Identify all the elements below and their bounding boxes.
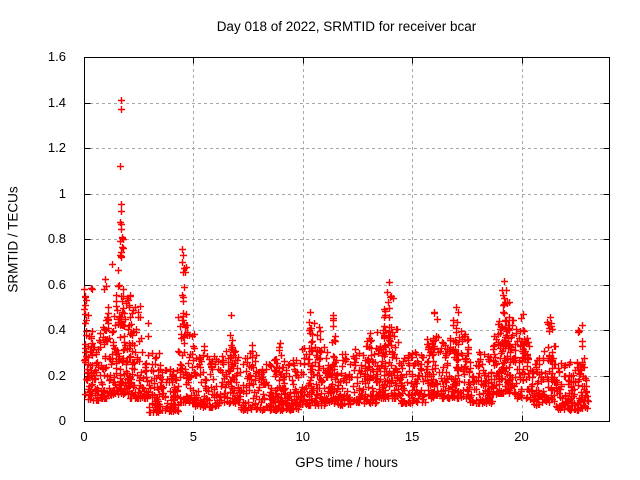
y-tick-label: 1.2 [47,140,66,155]
x-axis-label: GPS time / hours [295,455,398,470]
chart-title: Day 018 of 2022, SRMTID for receiver bca… [216,19,477,34]
x-tick-label: 20 [514,429,529,444]
x-tick-label: 5 [189,429,197,444]
y-tick-label: 0.4 [47,322,66,337]
y-tick-label: 0 [58,413,66,428]
y-tick-label: 0.2 [47,367,66,383]
x-tick-label: 0 [80,429,88,444]
y-tick-label: 1.4 [47,94,66,110]
y-tick-label: 0.8 [47,231,66,246]
y-tick-label: 1 [58,185,66,201]
y-tick-label: 1.6 [47,49,66,64]
x-tick-label: 10 [295,429,310,444]
x-tick-label: 15 [404,429,420,444]
y-tick-label: 0.6 [47,276,66,292]
